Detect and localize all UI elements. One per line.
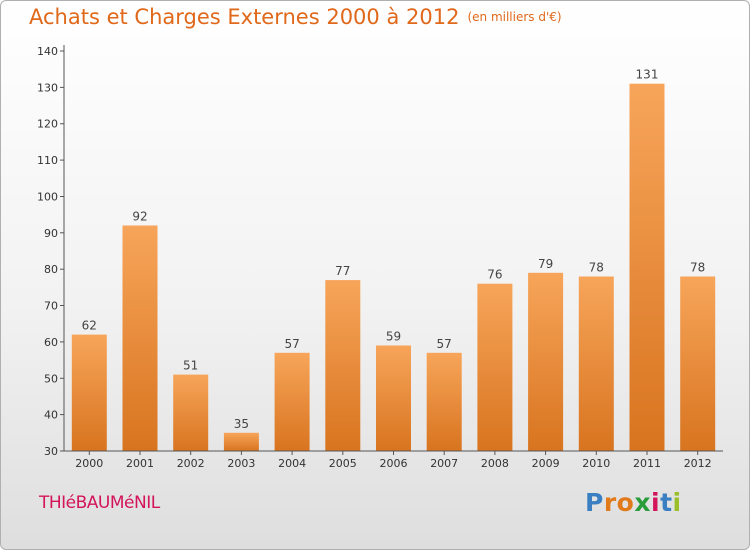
data-label-2006: 59 (386, 330, 401, 344)
y-tick-label-60: 60 (44, 336, 58, 349)
axis-layer: 2000 2001 2002 2003 2004 2005 2006 2007 2008 2009… (37, 45, 723, 470)
commune-name: THIéBAUMéNIL (39, 493, 160, 513)
chart-title-row: Achats et Charges Externes 2000 à 2012 (e… (29, 5, 562, 29)
x-tick-label-2001: 2001 (126, 457, 154, 470)
brand-letter: t (660, 488, 673, 517)
bar-2005 (325, 280, 361, 451)
x-tick-label-2008: 2008 (481, 457, 509, 470)
data-label-2009: 79 (538, 257, 553, 271)
bar-2008 (477, 283, 513, 451)
bar-2011 (629, 83, 665, 451)
x-tick-label-2005: 2005 (329, 457, 357, 470)
brand-letter: x (634, 488, 651, 517)
y-tick-label-50: 50 (44, 372, 58, 385)
x-tick-label-2002: 2002 (177, 457, 205, 470)
x-tick-label-2000: 2000 (75, 457, 103, 470)
bar-2003 (223, 432, 259, 451)
data-label-2004: 57 (284, 337, 299, 351)
brand-letter: o (616, 488, 635, 517)
bar-2006 (376, 345, 411, 451)
data-label-2002: 51 (183, 359, 198, 373)
y-tick-label-90: 90 (44, 227, 58, 240)
x-tick-label-2010: 2010 (582, 457, 610, 470)
y-tick-label-30: 30 (44, 445, 58, 458)
data-label-2001: 92 (132, 210, 147, 224)
data-label-2011: 131 (636, 68, 659, 82)
bar-2007 (426, 352, 462, 451)
data-label-2008: 76 (487, 268, 502, 282)
y-tick-label-130: 130 (37, 81, 58, 94)
brand-letter: P (585, 488, 604, 517)
bar-2010 (578, 276, 614, 451)
brand-letter: i (672, 488, 682, 517)
x-tick-label-2011: 2011 (633, 457, 661, 470)
bars-layer: 62 92 51 35 57 77 59 57 76 79 78 131 78 (71, 68, 716, 451)
data-label-2012: 78 (690, 261, 705, 275)
data-label-2007: 57 (437, 337, 452, 351)
bar-2009 (528, 272, 564, 451)
y-tick-label-40: 40 (44, 409, 58, 422)
chart-title: Achats et Charges Externes 2000 à 2012 (29, 5, 460, 29)
x-tick-label-2004: 2004 (278, 457, 306, 470)
bar-2004 (274, 352, 310, 451)
data-label-2005: 77 (335, 264, 350, 278)
bar-2012 (680, 276, 716, 451)
brand-letter: r (603, 488, 617, 517)
data-label-2000: 62 (82, 319, 97, 333)
bar-2002 (173, 374, 209, 451)
chart-subtitle: (en milliers d'€) (467, 10, 562, 24)
y-tick-label-140: 140 (37, 45, 58, 58)
y-tick-label-70: 70 (44, 300, 58, 313)
proxiti-logo: Proxiti (585, 488, 682, 517)
brand-letter: i (651, 488, 661, 517)
data-label-2003: 35 (234, 417, 249, 431)
x-tick-label-2006: 2006 (380, 457, 408, 470)
x-tick-label-2003: 2003 (227, 457, 255, 470)
bar-2001 (122, 225, 158, 451)
y-tick-label-110: 110 (37, 154, 58, 167)
x-tick-label-2012: 2012 (684, 457, 712, 470)
x-tick-label-2007: 2007 (430, 457, 458, 470)
y-tick-label-100: 100 (37, 191, 58, 204)
y-tick-label-80: 80 (44, 263, 58, 276)
bar-2000 (71, 334, 107, 451)
data-label-2010: 78 (589, 261, 604, 275)
x-tick-label-2009: 2009 (532, 457, 560, 470)
y-tick-label-120: 120 (37, 118, 58, 131)
